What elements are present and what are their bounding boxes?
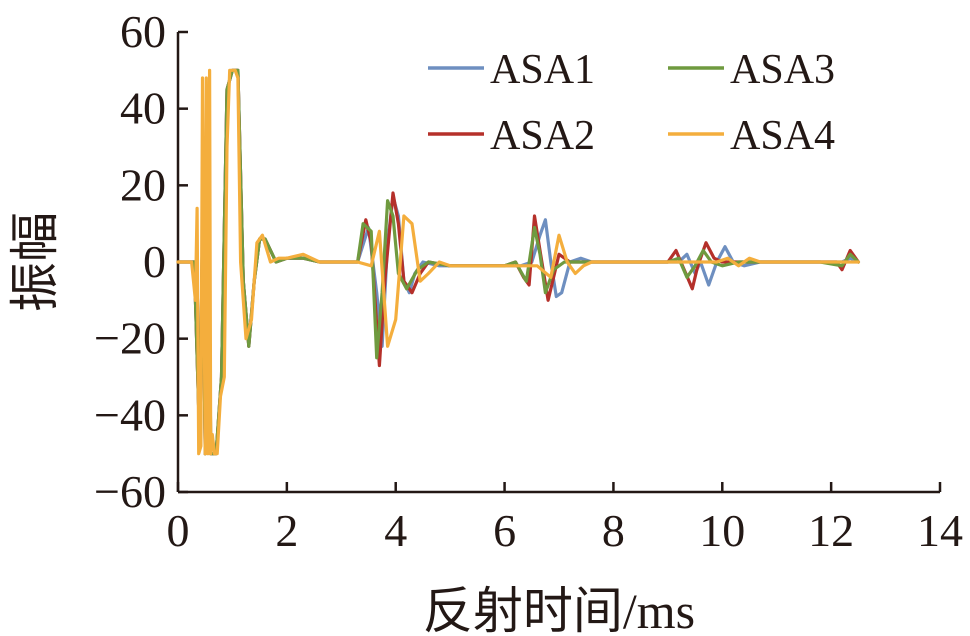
x-tick-label: 8 <box>602 505 625 556</box>
x-tick-label: 2 <box>275 505 298 556</box>
legend-label-asa1: ASA1 <box>490 47 595 93</box>
legend-label-asa2: ASA2 <box>490 113 595 159</box>
x-tick-label: 12 <box>808 505 854 556</box>
x-tick-label: 10 <box>699 505 745 556</box>
y-tick-label: 60 <box>120 6 166 57</box>
y-axis-label: 振幅 <box>7 212 63 312</box>
series-line-asa4 <box>176 68 860 456</box>
x-tick-label: 14 <box>917 505 963 556</box>
y-tick-label: 20 <box>120 159 166 210</box>
y-tick-label: 40 <box>120 83 166 134</box>
axes: 0 2 4 6 8 10 12 14 −60 −40 −20 0 20 40 60 <box>94 6 963 556</box>
legend: ASA1 ASA3 ASA2 ASA4 <box>428 47 835 159</box>
x-tick-label: 0 <box>167 505 190 556</box>
x-tick-label: 4 <box>384 505 407 556</box>
legend-label-asa4: ASA4 <box>730 113 835 159</box>
legend-label-asa3: ASA3 <box>730 47 835 93</box>
y-tick-label: −20 <box>94 313 166 364</box>
x-tick-label: 6 <box>493 505 516 556</box>
plot-area <box>176 68 860 456</box>
x-axis-label: 反射时间/ms <box>423 583 695 636</box>
y-tick-label: 0 <box>143 236 166 287</box>
y-tick-label: −40 <box>94 389 166 440</box>
y-tick-label: −60 <box>94 466 166 517</box>
